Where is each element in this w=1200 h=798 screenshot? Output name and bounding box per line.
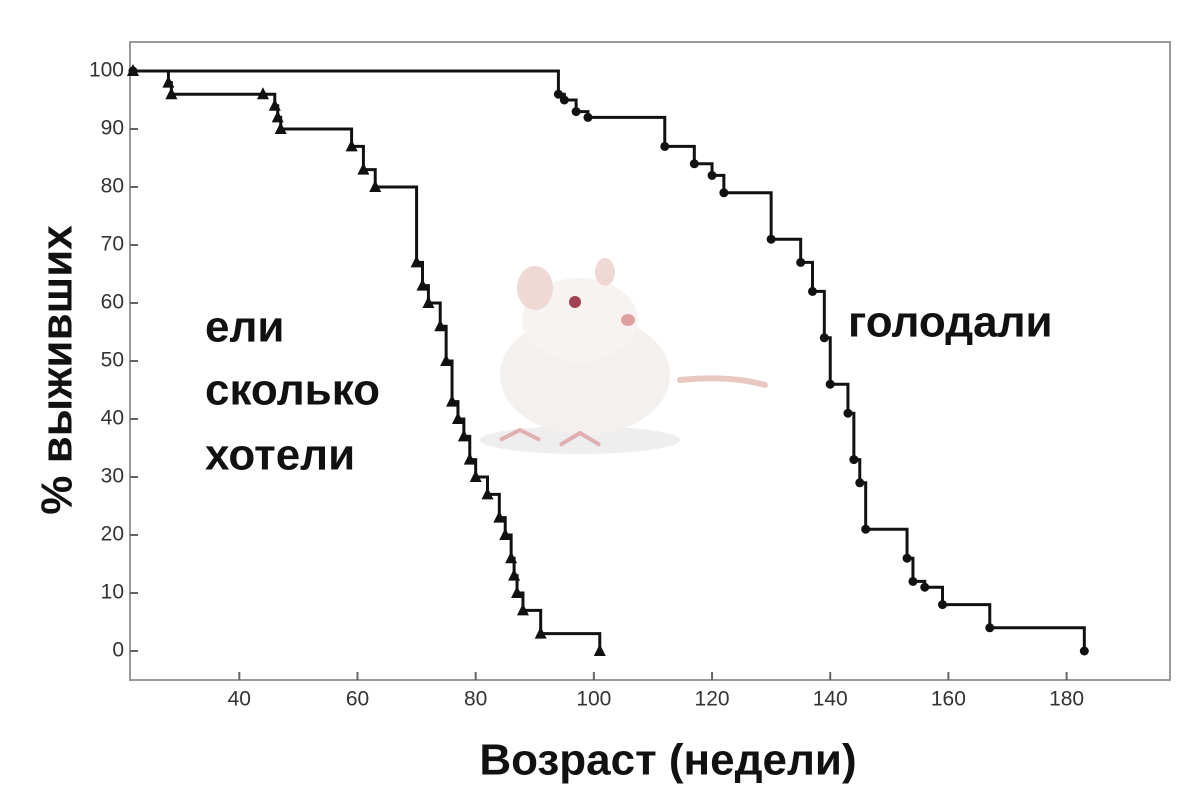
circle-marker	[583, 112, 593, 122]
mouse-illustration	[480, 258, 768, 454]
circle-marker	[843, 408, 853, 418]
triangle-marker	[345, 139, 358, 152]
x-tick-label: 160	[931, 688, 966, 711]
circle-marker	[766, 234, 776, 244]
circle-marker	[902, 553, 912, 563]
triangle-marker	[505, 551, 518, 564]
triangle-marker	[369, 180, 382, 192]
x-tick-label: 60	[346, 688, 369, 711]
triangle-marker	[162, 75, 175, 88]
triangle-marker	[268, 98, 281, 111]
triangle-marker	[434, 319, 447, 332]
triangle-marker	[508, 568, 521, 581]
circle-marker	[938, 600, 947, 610]
triangle-marker	[165, 87, 178, 100]
circle-marker	[707, 170, 717, 180]
triangle-marker	[256, 87, 269, 100]
annotation: ели	[205, 303, 284, 352]
triangle-marker	[516, 603, 529, 616]
x-tick-label: 180	[1049, 688, 1084, 711]
y-tick-label: 60	[101, 291, 124, 314]
circle-marker	[819, 333, 829, 343]
annotation: сколько	[205, 366, 380, 415]
triangle-marker	[463, 452, 476, 465]
x-tick-label: 40	[228, 688, 251, 711]
circle-marker	[660, 141, 670, 151]
x-tick-label: 80	[464, 688, 487, 711]
triangle-marker	[440, 354, 453, 366]
x-tick-label: 100	[576, 688, 611, 711]
y-tick-label: 40	[101, 407, 124, 430]
circle-marker	[985, 623, 995, 633]
circle-marker	[849, 455, 859, 465]
x-tick-label: 120	[695, 688, 730, 711]
triangle-marker	[511, 586, 524, 598]
circle-marker	[553, 89, 563, 99]
triangle-marker	[593, 644, 606, 656]
triangle-marker	[446, 394, 459, 407]
circle-marker	[571, 107, 581, 117]
circle-marker	[908, 576, 918, 586]
circle-marker	[1079, 646, 1089, 656]
y-tick-label: 20	[101, 523, 124, 546]
y-tick-label: 100	[89, 59, 124, 82]
triangle-marker	[451, 412, 464, 424]
y-tick-label: 90	[101, 117, 124, 140]
triangle-marker	[534, 626, 547, 639]
circle-marker	[861, 524, 871, 534]
circle-marker	[825, 379, 835, 389]
triangle-marker	[457, 429, 470, 442]
y-tick-label: 70	[101, 233, 124, 256]
triangle-marker	[357, 162, 370, 175]
x-tick-label: 140	[813, 688, 848, 711]
annotation: голодали	[848, 298, 1053, 347]
triangle-marker	[499, 528, 512, 540]
triangle-marker	[416, 278, 429, 291]
circle-marker	[128, 66, 138, 76]
triangle-marker	[274, 122, 287, 134]
circle-marker	[920, 582, 930, 592]
circle-marker	[808, 286, 817, 296]
y-axis-label: % выживших	[33, 225, 82, 515]
y-tick-label: 30	[101, 465, 124, 488]
triangle-marker	[410, 255, 423, 268]
annotation: хотели	[205, 431, 355, 480]
triangle-marker	[469, 470, 482, 482]
triangle-marker	[422, 296, 435, 308]
x-axis-label: Возраст (недели)	[479, 736, 856, 785]
circle-marker	[796, 257, 806, 267]
triangle-marker	[271, 110, 284, 123]
y-tick-label: 80	[101, 175, 124, 198]
circle-marker	[559, 95, 569, 105]
triangle-marker	[481, 487, 494, 500]
circle-marker	[689, 159, 699, 169]
circle-marker	[719, 188, 729, 198]
circle-marker	[855, 478, 865, 488]
y-tick-label: 50	[101, 349, 124, 372]
y-tick-label: 10	[101, 581, 124, 604]
triangle-marker	[493, 510, 506, 523]
y-tick-label: 0	[112, 639, 124, 662]
